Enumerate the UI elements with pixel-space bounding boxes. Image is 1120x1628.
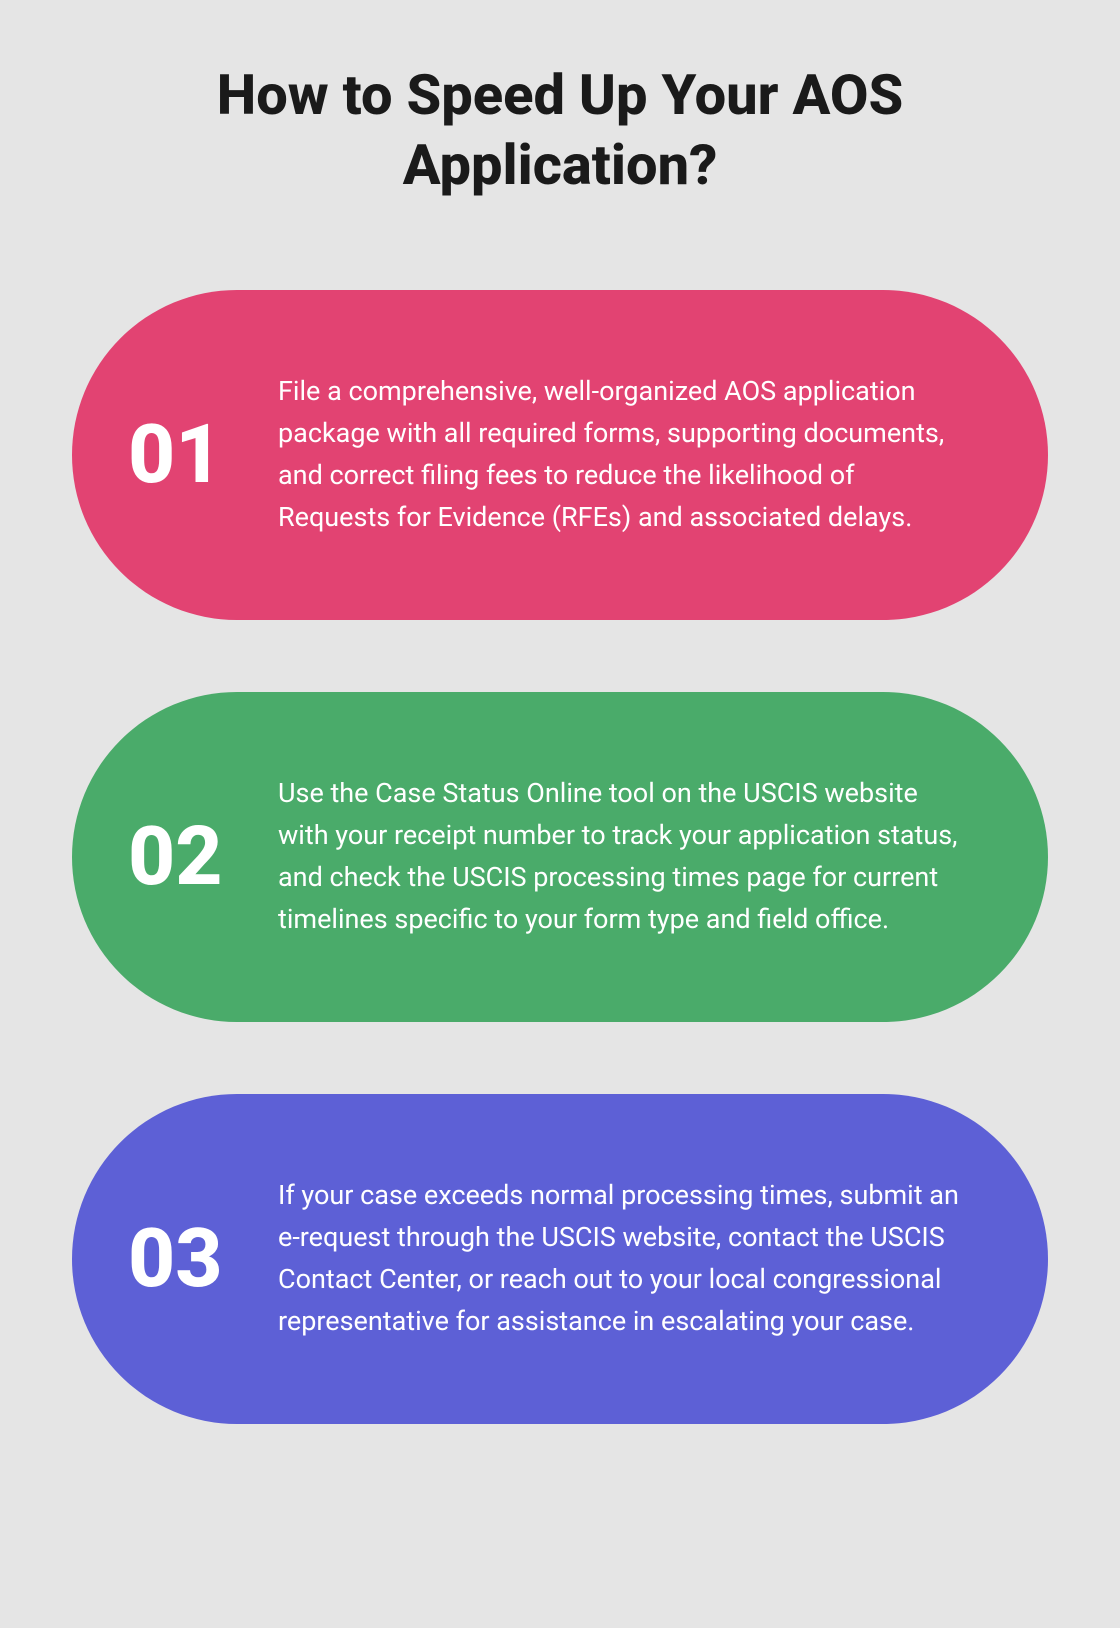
card-text-03: If your case exceeds normal processing t… — [278, 1175, 970, 1342]
card-number-01: 01 — [128, 414, 278, 496]
card-text-02: Use the Case Status Online tool on the U… — [278, 773, 970, 940]
cards-container: 01 File a comprehensive, well-organized … — [72, 290, 1048, 1424]
card-03: 03 If your case exceeds normal processin… — [72, 1094, 1048, 1424]
card-02: 02 Use the Case Status Online tool on th… — [72, 692, 1048, 1022]
card-number-02: 02 — [128, 816, 278, 898]
page-title: How to Speed Up Your AOS Application? — [72, 60, 1048, 200]
card-01: 01 File a comprehensive, well-organized … — [72, 290, 1048, 620]
card-text-01: File a comprehensive, well-organized AOS… — [278, 371, 970, 538]
card-number-03: 03 — [128, 1218, 278, 1300]
